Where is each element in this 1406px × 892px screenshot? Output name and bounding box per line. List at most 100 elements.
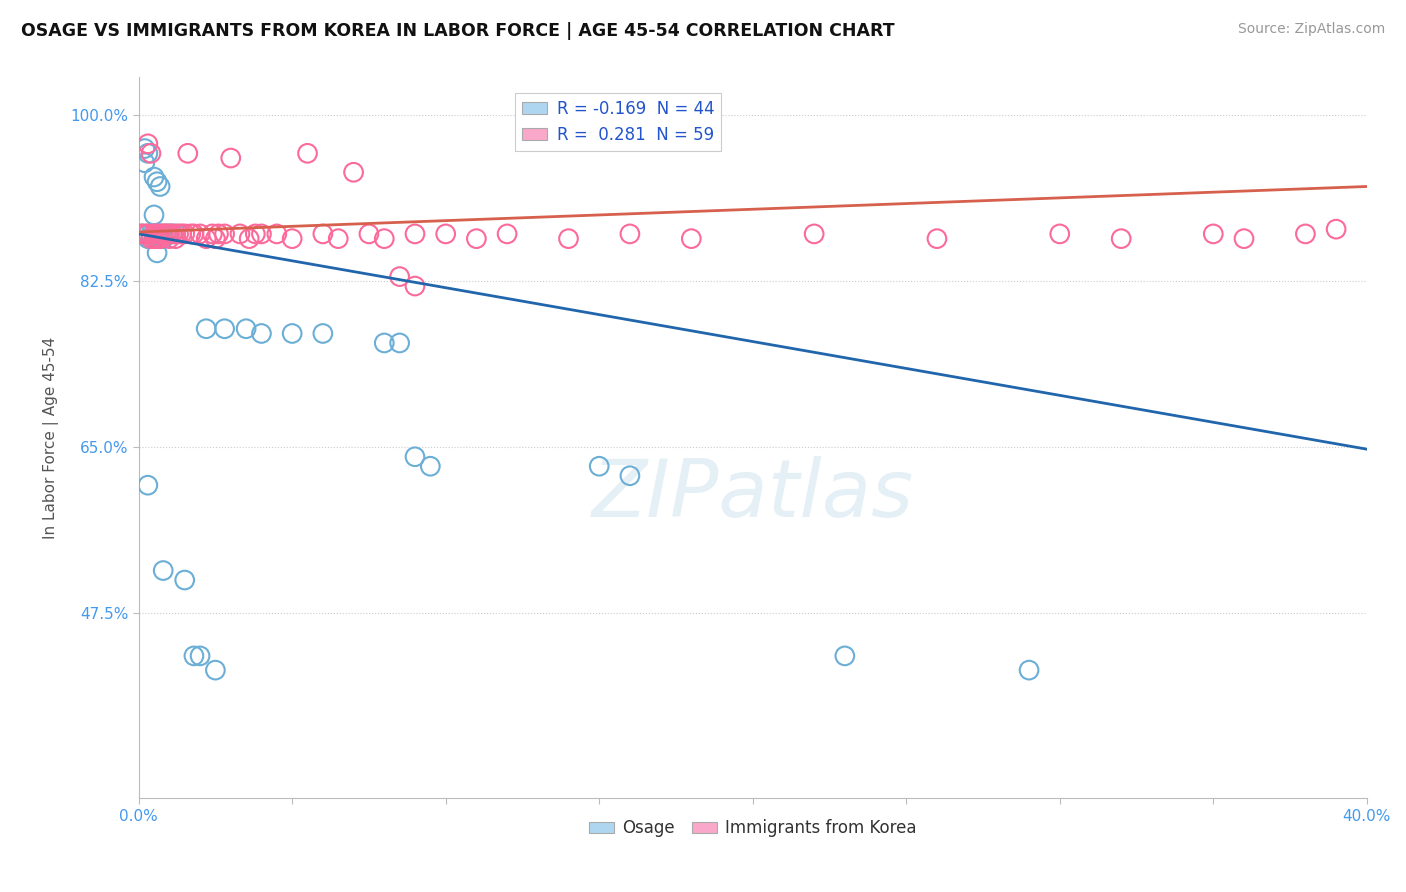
Text: ZIPatlas: ZIPatlas: [592, 457, 914, 534]
Point: [146, 175, 169, 189]
Point: [131, 227, 153, 241]
Point: [188, 227, 211, 241]
Point: [238, 232, 260, 246]
Point: [173, 227, 195, 241]
Point: [388, 335, 411, 350]
Point: [131, 227, 153, 241]
Text: Source: ZipAtlas.com: Source: ZipAtlas.com: [1237, 22, 1385, 37]
Point: [136, 227, 159, 241]
Point: [1202, 227, 1225, 241]
Legend: Osage, Immigrants from Korea: Osage, Immigrants from Korea: [582, 813, 924, 844]
Point: [195, 322, 218, 336]
Point: [134, 155, 156, 169]
Point: [312, 326, 335, 341]
Point: [143, 227, 166, 241]
Point: [834, 648, 856, 663]
Point: [419, 459, 441, 474]
Point: [180, 227, 202, 241]
Point: [136, 146, 159, 161]
Point: [146, 232, 169, 246]
Point: [1109, 232, 1132, 246]
Point: [588, 459, 610, 474]
Point: [496, 227, 519, 241]
Point: [1018, 663, 1040, 677]
Point: [143, 208, 166, 222]
Point: [152, 227, 174, 241]
Point: [152, 227, 174, 241]
Point: [136, 478, 159, 492]
Y-axis label: In Labor Force | Age 45-54: In Labor Force | Age 45-54: [44, 336, 59, 539]
Point: [266, 227, 288, 241]
Point: [404, 279, 426, 293]
Point: [165, 232, 187, 246]
Point: [143, 169, 166, 184]
Point: [152, 564, 174, 578]
Point: [1233, 232, 1256, 246]
Point: [146, 232, 169, 246]
Point: [297, 146, 319, 161]
Point: [229, 227, 252, 241]
Point: [557, 232, 579, 246]
Point: [173, 573, 195, 587]
Point: [188, 648, 211, 663]
Point: [214, 322, 236, 336]
Point: [152, 232, 174, 246]
Point: [157, 227, 180, 241]
Point: [149, 227, 172, 241]
Point: [201, 227, 224, 241]
Point: [1324, 222, 1347, 236]
Point: [235, 322, 257, 336]
Point: [149, 227, 172, 241]
Point: [139, 146, 162, 161]
Point: [134, 227, 156, 241]
Point: [155, 227, 177, 241]
Point: [149, 179, 172, 194]
Point: [139, 232, 162, 246]
Point: [136, 136, 159, 151]
Point: [139, 227, 162, 241]
Point: [139, 232, 162, 246]
Point: [925, 232, 948, 246]
Point: [342, 165, 364, 179]
Point: [134, 142, 156, 156]
Point: [183, 648, 205, 663]
Point: [250, 326, 273, 341]
Point: [803, 227, 825, 241]
Point: [281, 232, 304, 246]
Point: [465, 232, 488, 246]
Point: [1049, 227, 1071, 241]
Point: [328, 232, 350, 246]
Point: [155, 227, 177, 241]
Point: [162, 227, 184, 241]
Point: [388, 269, 411, 284]
Point: [681, 232, 703, 246]
Point: [245, 227, 267, 241]
Point: [404, 227, 426, 241]
Point: [219, 151, 242, 165]
Point: [207, 227, 229, 241]
Point: [373, 232, 395, 246]
Point: [165, 227, 187, 241]
Point: [136, 227, 159, 241]
Point: [434, 227, 457, 241]
Point: [136, 232, 159, 246]
Point: [281, 326, 304, 341]
Point: [619, 227, 641, 241]
Text: OSAGE VS IMMIGRANTS FROM KOREA IN LABOR FORCE | AGE 45-54 CORRELATION CHART: OSAGE VS IMMIGRANTS FROM KOREA IN LABOR …: [21, 22, 894, 40]
Point: [157, 227, 180, 241]
Point: [162, 227, 184, 241]
Point: [195, 232, 218, 246]
Point: [167, 227, 190, 241]
Point: [373, 335, 395, 350]
Point: [143, 232, 166, 246]
Point: [214, 227, 236, 241]
Point: [157, 232, 180, 246]
Point: [1294, 227, 1316, 241]
Point: [149, 232, 172, 246]
Point: [177, 146, 200, 161]
Point: [143, 227, 166, 241]
Point: [146, 227, 169, 241]
Point: [146, 245, 169, 260]
Point: [312, 227, 335, 241]
Point: [170, 227, 193, 241]
